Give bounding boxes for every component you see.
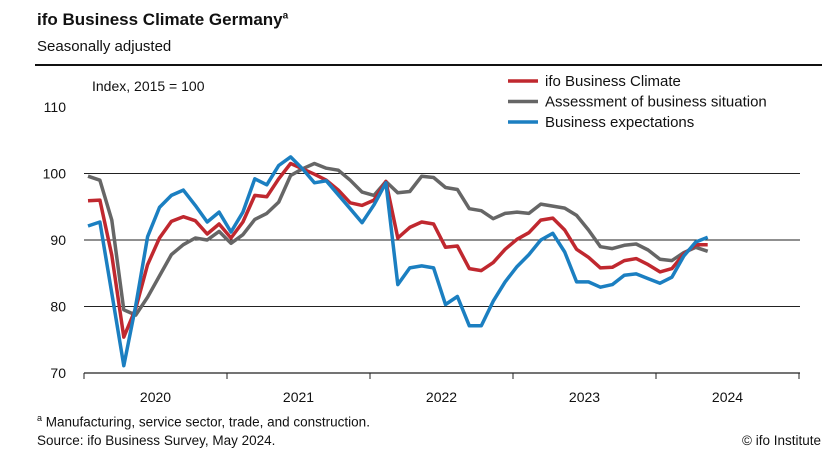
chart-title: ifo Business Climate Germanya — [37, 10, 288, 30]
series-line-business-expectations — [87, 155, 709, 368]
x-tick-label: 2022 — [426, 389, 457, 405]
header-rule — [35, 64, 822, 66]
chart-subtitle: Seasonally adjusted — [37, 38, 172, 55]
legend-label: Business expectations — [545, 114, 694, 131]
x-tick-label: 2023 — [569, 389, 600, 405]
y-tick-label: 90 — [50, 232, 66, 248]
copyright: © ifo Institute — [742, 433, 821, 448]
x-tick-label: 2024 — [712, 389, 743, 405]
x-tick-label: 2021 — [283, 389, 314, 405]
footnote-marker: a — [37, 413, 43, 423]
y-axis-unit-label: Index, 2015 = 100 — [92, 78, 205, 94]
y-tick-label: 110 — [44, 99, 67, 115]
title-text: ifo Business Climate Germany — [37, 10, 283, 29]
x-tick-label: 2020 — [140, 389, 171, 405]
y-tick-label: 100 — [43, 166, 67, 182]
title-footnote-marker: a — [282, 10, 289, 22]
source-note: Source: ifo Business Survey, May 2024. — [37, 433, 276, 448]
series-line-assessment-of-business-situation — [87, 161, 709, 317]
y-tick-label: 80 — [50, 299, 66, 315]
series-line-ifo-business-climate — [87, 161, 708, 339]
legend-label: Assessment of business situation — [545, 94, 767, 111]
footnote: a Manufacturing, service sector, trade, … — [37, 413, 370, 430]
footnote-text: Manufacturing, service sector, trade, an… — [45, 414, 370, 430]
y-tick-label: 70 — [50, 365, 66, 381]
legend-label: ifo Business Climate — [545, 73, 681, 90]
